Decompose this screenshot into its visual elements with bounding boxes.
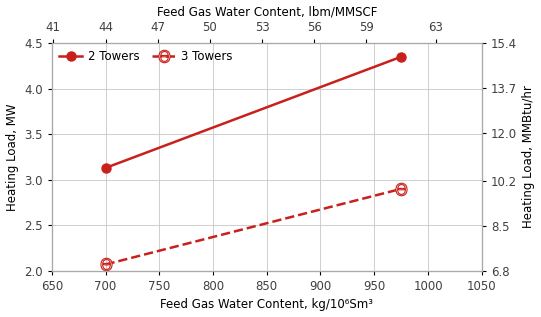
Legend: 2 Towers, 3 Towers: 2 Towers, 3 Towers — [55, 47, 236, 67]
Y-axis label: Heating Load, MW: Heating Load, MW — [5, 103, 18, 211]
X-axis label: Feed Gas Water Content, kg/10⁶Sm³: Feed Gas Water Content, kg/10⁶Sm³ — [160, 298, 373, 311]
Y-axis label: Heating Load, MMBtu/hr: Heating Load, MMBtu/hr — [523, 86, 536, 229]
X-axis label: Feed Gas Water Content, lbm/MMSCF: Feed Gas Water Content, lbm/MMSCF — [156, 6, 377, 19]
